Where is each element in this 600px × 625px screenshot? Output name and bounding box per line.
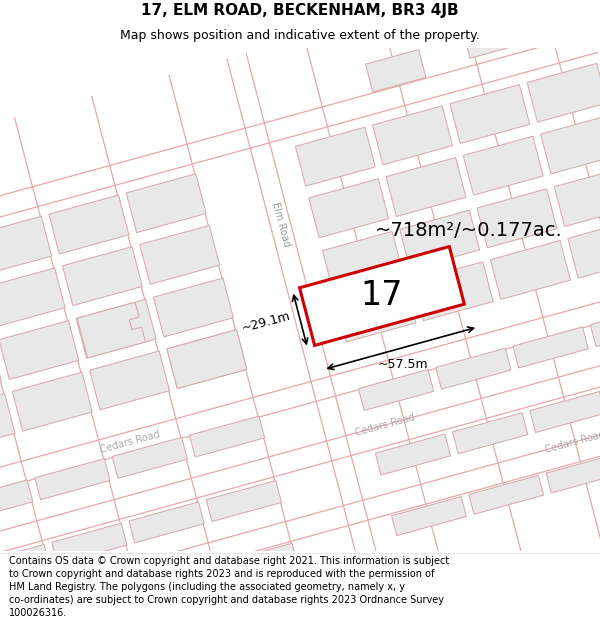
Polygon shape [450,84,530,144]
Polygon shape [223,543,297,582]
Polygon shape [469,475,544,514]
Polygon shape [62,247,142,306]
Polygon shape [13,372,92,431]
Polygon shape [154,278,233,337]
Polygon shape [0,480,33,521]
Polygon shape [436,348,511,389]
Text: Cedars Road: Cedars Road [544,429,600,454]
Polygon shape [392,497,466,536]
Polygon shape [206,481,281,522]
Polygon shape [463,136,543,195]
Polygon shape [452,412,528,454]
Polygon shape [590,306,600,347]
Text: Elm Road: Elm Road [270,201,292,248]
Polygon shape [0,268,65,327]
Polygon shape [358,369,434,411]
Polygon shape [190,416,265,457]
Polygon shape [0,321,79,379]
Polygon shape [76,299,156,358]
Text: Contains OS data © Crown copyright and database right 2021. This information is : Contains OS data © Crown copyright and d… [9,556,449,566]
Polygon shape [546,454,600,493]
Polygon shape [527,63,600,122]
Polygon shape [322,231,403,291]
Polygon shape [0,216,52,275]
Polygon shape [0,342,2,401]
Polygon shape [140,226,220,284]
Polygon shape [145,564,220,604]
Polygon shape [365,49,426,92]
Text: 17: 17 [361,279,403,312]
Text: Cedars Road: Cedars Road [99,429,161,455]
Polygon shape [68,586,143,625]
Text: ~718m²/~0.177ac.: ~718m²/~0.177ac. [375,221,563,240]
Polygon shape [35,459,110,499]
Text: Map shows position and indicative extent of the property.: Map shows position and indicative extent… [120,29,480,42]
Polygon shape [0,394,15,452]
Text: 100026316.: 100026316. [9,608,67,618]
Text: ~29.1m: ~29.1m [241,309,292,334]
Polygon shape [490,241,571,299]
Polygon shape [464,20,518,58]
Polygon shape [386,158,466,216]
Polygon shape [299,246,464,346]
Polygon shape [0,607,65,625]
Polygon shape [0,544,50,586]
Polygon shape [167,329,247,389]
Polygon shape [129,502,204,543]
Polygon shape [413,262,493,321]
Polygon shape [541,115,600,174]
Text: to Crown copyright and database rights 2023 and is reproduced with the permissio: to Crown copyright and database rights 2… [9,569,434,579]
Polygon shape [513,327,588,368]
Polygon shape [112,438,187,478]
Polygon shape [309,179,389,238]
Text: HM Land Registry. The polygons (including the associated geometry, namely x, y: HM Land Registry. The polygons (includin… [9,582,405,592]
Polygon shape [52,523,127,564]
Polygon shape [167,329,247,389]
Polygon shape [295,127,375,186]
Polygon shape [400,210,479,269]
Polygon shape [336,283,416,342]
Polygon shape [373,106,452,165]
Polygon shape [375,434,451,475]
Polygon shape [126,174,206,232]
Polygon shape [77,302,145,358]
Polygon shape [568,219,600,278]
Polygon shape [477,189,557,248]
Text: co-ordinates) are subject to Crown copyright and database rights 2023 Ordnance S: co-ordinates) are subject to Crown copyr… [9,595,444,605]
Polygon shape [554,168,600,226]
Polygon shape [89,351,170,410]
Polygon shape [530,391,600,432]
Text: Cedars Road: Cedars Road [353,412,416,438]
Text: 17, ELM ROAD, BECKENHAM, BR3 4JB: 17, ELM ROAD, BECKENHAM, BR3 4JB [141,3,459,18]
Polygon shape [49,195,129,254]
Text: ~57.5m: ~57.5m [378,358,428,371]
